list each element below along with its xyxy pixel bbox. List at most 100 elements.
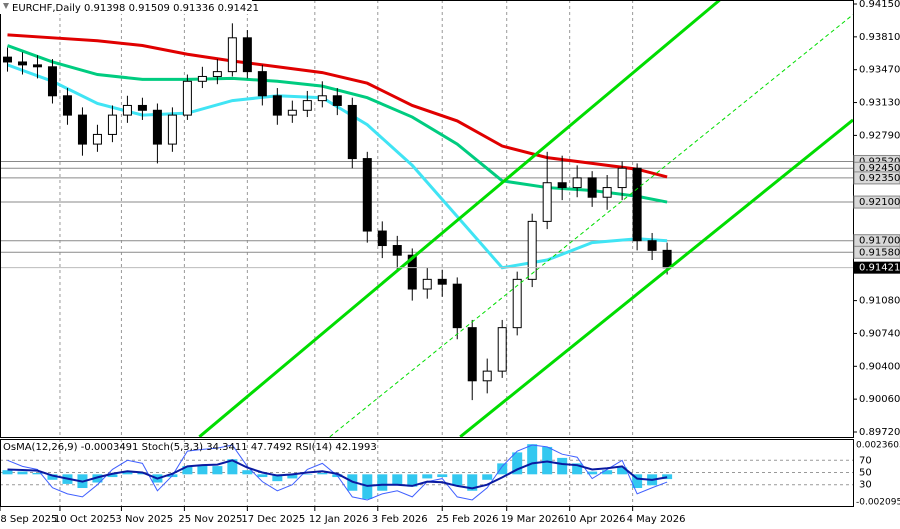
level-label: 0.91580 [859, 247, 900, 258]
level-label: 0.92100 [859, 197, 900, 208]
osma-bar [497, 463, 508, 475]
candle-body [32, 64, 42, 68]
osma-bar [617, 467, 628, 475]
y-tick-label: 0.94150 [859, 0, 900, 10]
low-price: 0.91336 [173, 3, 214, 14]
rsi-value: 42.1993 [335, 442, 376, 453]
candle-body [152, 109, 162, 145]
price-pane [0, 0, 853, 437]
osma-bar [32, 472, 43, 475]
y-tick-label: 0.91080 [859, 296, 900, 307]
osma-bar [317, 472, 328, 475]
osma-bar [437, 474, 448, 478]
header-text: EURCHF,Daily 0.91398 0.91509 0.91336 0.9… [12, 3, 259, 14]
indicator-tick-label: 70 [859, 455, 872, 466]
level-label: 0.92350 [859, 173, 900, 184]
price-frame [0, 0, 854, 438]
high-price: 0.91509 [129, 3, 170, 14]
stoch-line [7, 444, 668, 501]
level-label-bg [853, 245, 900, 259]
osma-bar [2, 470, 13, 475]
candle-body [377, 230, 387, 247]
y-tick-label: 0.89720 [859, 427, 900, 438]
candle-body [662, 249, 672, 269]
header-icon [3, 3, 9, 9]
osma-bar [212, 466, 223, 475]
candle-body [647, 240, 657, 251]
candle-body [227, 37, 237, 73]
candle-body [347, 104, 357, 160]
y-tick-label: 0.93470 [859, 65, 900, 76]
osma-bar [122, 471, 133, 475]
osma-bar [527, 444, 538, 475]
osma-bar [482, 474, 493, 480]
candle-body [287, 109, 297, 116]
indicator-frame [0, 439, 854, 507]
osma-bar [422, 474, 433, 479]
header-bg [0, 0, 252, 14]
osma-bar [227, 459, 238, 475]
osma-bar [572, 463, 583, 475]
indicator-tick-label: 50 [859, 468, 872, 479]
osma-axis-label: 0.0023603 [856, 441, 900, 451]
osma-bar [602, 470, 613, 475]
candle-body [587, 177, 597, 198]
osma-bar [137, 472, 148, 475]
candle-body [632, 167, 642, 242]
level-label: 0.92450 [859, 163, 900, 174]
last-price-bg [854, 261, 900, 274]
osma-bar [197, 464, 208, 475]
indicator-legend: OsMA(12,26,9) -0.0003491 Stoch(5,3,3) 34… [3, 442, 377, 453]
osma-bar [182, 466, 193, 475]
x-tick-label: 12 Jan 2026 [309, 514, 369, 525]
level-label-bg [853, 171, 900, 185]
moving-average [6, 63, 668, 270]
candle-body [107, 114, 117, 135]
candle-body [602, 187, 612, 198]
osma-axis-label: -0.002095 [856, 498, 900, 508]
osma-bar [287, 474, 298, 479]
axes [0, 0, 857, 511]
candle-body [332, 95, 342, 106]
trendline [459, 118, 853, 437]
candle-body [407, 254, 417, 290]
candle-body [572, 177, 582, 189]
x-tick-label: 25 Nov 2025 [178, 514, 242, 525]
candle-body [122, 104, 132, 116]
osma-bar [92, 474, 103, 483]
x-tick-label: 18 Sep 2025 [0, 514, 57, 525]
candle-body [542, 182, 552, 222]
indicator-tick-label: 30 [859, 480, 872, 491]
level-label: 0.91700 [859, 236, 900, 247]
osma-bar [377, 474, 388, 491]
stoch-main: 34.3411 [206, 442, 247, 453]
candle-body [512, 278, 522, 329]
x-tick-label: 17 Dec 2025 [241, 514, 305, 525]
osma-bar [47, 474, 58, 480]
candle-body [392, 245, 402, 256]
candle-body [452, 283, 462, 329]
osma-bar [107, 474, 118, 478]
osma-bar [272, 474, 283, 482]
last-price-label: 0.91421 [859, 263, 900, 274]
osma-bar [587, 471, 598, 475]
candle-body [77, 114, 87, 145]
open-price: 0.91398 [84, 3, 125, 14]
candle-body [137, 104, 147, 111]
moving-average [6, 44, 668, 204]
y-tick-label: 0.92790 [859, 130, 900, 141]
osma-bar [302, 474, 313, 475]
candle-body [47, 66, 57, 97]
candle-body [497, 327, 507, 372]
osma-bar [257, 474, 268, 478]
moving-average [7, 33, 668, 179]
osma-bar [632, 474, 643, 489]
y-tick-label: 0.90060 [859, 394, 900, 405]
candle-body [272, 95, 282, 116]
candle-body [617, 167, 627, 189]
candle-body [437, 278, 447, 285]
candle-body [62, 95, 72, 116]
candle-body [167, 114, 177, 145]
